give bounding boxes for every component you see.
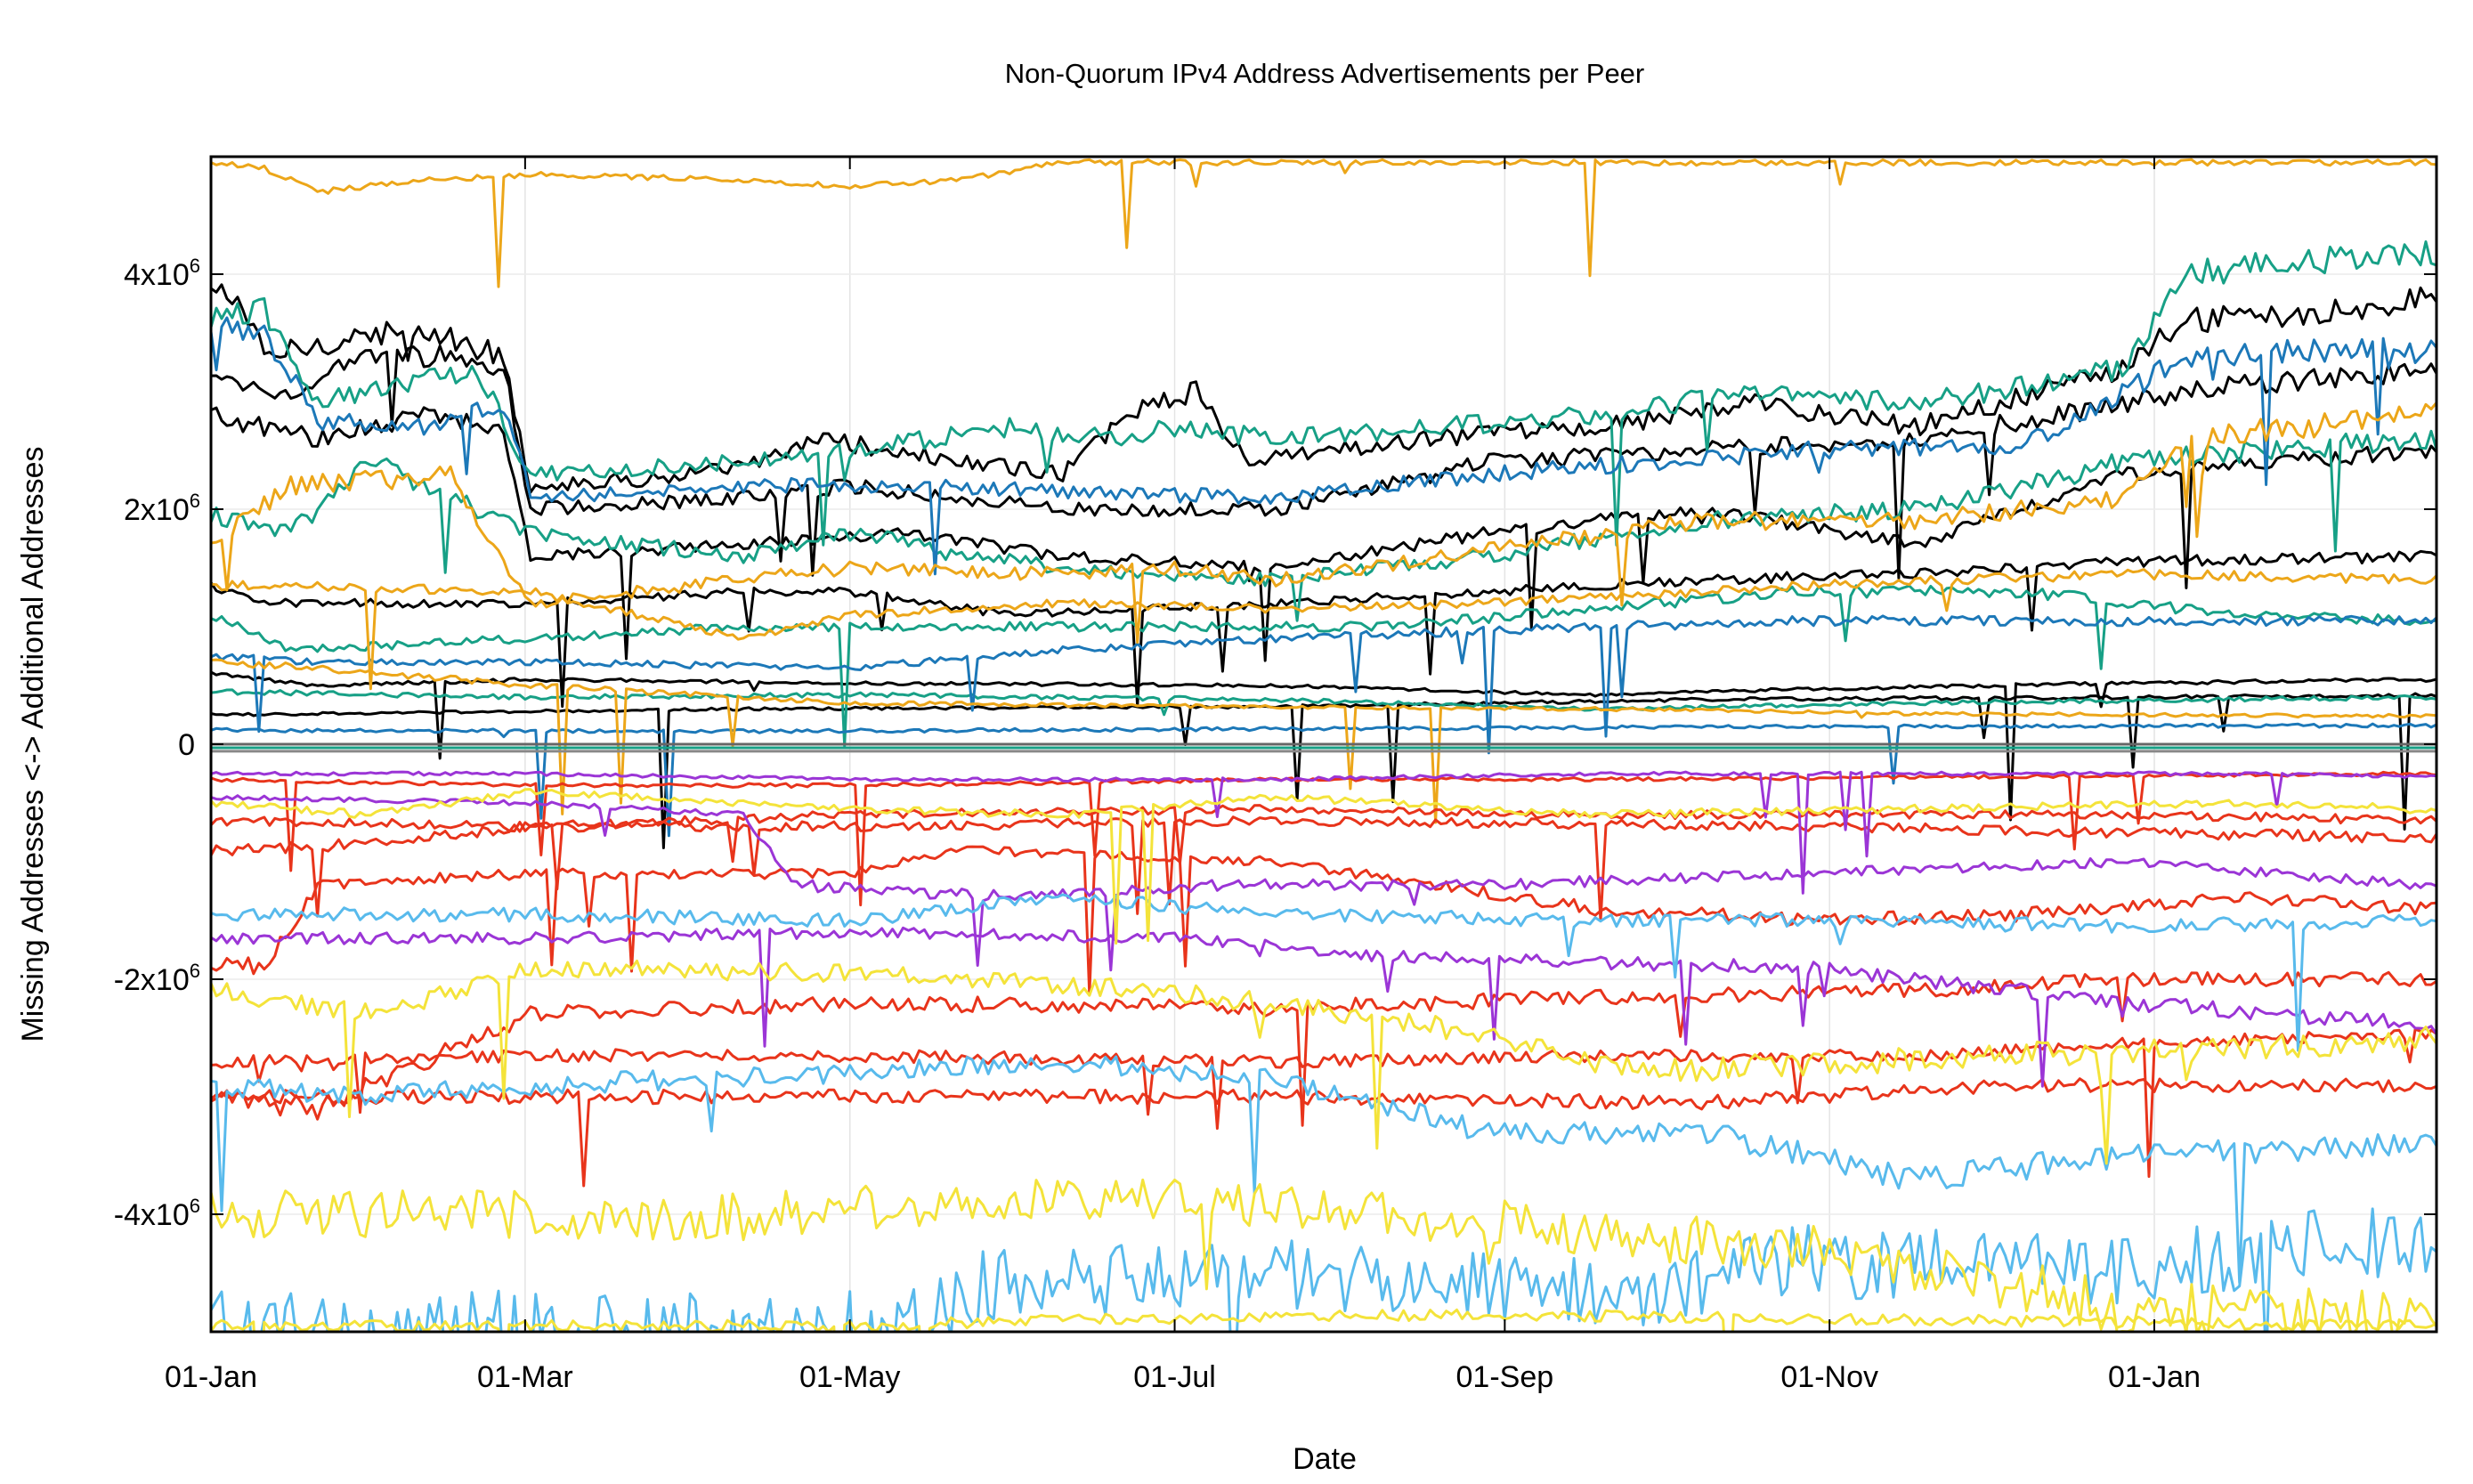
series-line-peer-purple-3	[211, 926, 2437, 1088]
y-tick-label: 4x106	[124, 255, 200, 292]
x-tick-label: 01-Nov	[1780, 1360, 1878, 1394]
series-line-peer-purple-1	[211, 770, 2437, 895]
series-line-peer-yellow-1	[211, 788, 2437, 945]
series-line-peer-black-4	[211, 549, 2437, 709]
y-tick-label: -2x106	[114, 960, 200, 997]
x-tick-label: 01-Jan	[165, 1360, 257, 1394]
series-line-peer-teal-1	[211, 240, 2437, 547]
series-line-peer-red-2	[211, 804, 2437, 891]
y-tick-label: -4x106	[114, 1195, 200, 1232]
series-line-peer-teal-3	[211, 584, 2437, 748]
series-line-peer-red-4	[211, 845, 2437, 996]
x-tick-label: 01-Sep	[1456, 1360, 1554, 1394]
series-line-peer-black-3	[211, 406, 2437, 662]
series-line-peer-teal-2	[211, 429, 2437, 622]
series-line-peer-blue-1	[211, 316, 2437, 576]
x-axis-label: Date	[1293, 1442, 1357, 1476]
series-line-peer-orange-3	[211, 568, 2437, 691]
series-line-peer-purple-2	[211, 794, 2437, 972]
series-line-peer-black-1	[211, 283, 2437, 494]
series-line-peer-red-1	[211, 770, 2437, 907]
series-layer	[211, 158, 2437, 1332]
series-line-peer-yellow-3	[211, 1178, 2437, 1332]
chart-title: Non-Quorum IPv4 Address Advertisements p…	[1005, 58, 1645, 89]
series-line-peer-blue-2	[211, 614, 2437, 755]
series-line-peer-orange-4	[211, 658, 2437, 824]
series-line-peer-cyan-1	[211, 893, 2437, 1052]
series-line-peer-red-7	[211, 1077, 2437, 1188]
y-tick-label: 0	[178, 728, 195, 762]
series-line-peer-red-5	[211, 1027, 2437, 1179]
y-axis-label: Missing Addresses <-> Additional Address…	[16, 446, 50, 1042]
series-line-peer-black-5	[211, 670, 2437, 822]
series-line-peer-red-3	[211, 815, 2437, 922]
x-tick-label: 01-Mar	[477, 1360, 573, 1394]
series-line-peer-black-2	[211, 345, 2437, 580]
y-axis-ticks: 4x106 2x106 0 -2x106 -4x106	[114, 255, 2437, 1232]
series-line-peer-orange-1	[211, 158, 2437, 288]
y-tick-label: 2x106	[124, 490, 200, 527]
series-line-peer-teal-4	[211, 688, 2437, 717]
series-line-peer-yellow-4	[211, 1308, 2437, 1332]
series-line-peer-cyan-3	[211, 1207, 2437, 1332]
series-line-peer-blue-3	[211, 722, 2437, 838]
x-axis-ticks: 01-Jan 01-Mar 01-May 01-Jul 01-Sep 01-Nov 01-J…	[165, 157, 2201, 1394]
series-line-peer-orange-2	[211, 401, 2437, 644]
x-tick-label: 01-Jul	[1133, 1360, 1216, 1394]
series-line-peer-black-6	[211, 692, 2437, 849]
series-line-peer-cyan-2	[211, 1055, 2437, 1285]
x-tick-label: 01-May	[799, 1360, 900, 1394]
x-tick-label: 01-Jan	[2108, 1360, 2201, 1394]
series-line-peer-yellow-2	[211, 959, 2437, 1165]
series-line-peer-red-6	[211, 970, 2437, 1127]
